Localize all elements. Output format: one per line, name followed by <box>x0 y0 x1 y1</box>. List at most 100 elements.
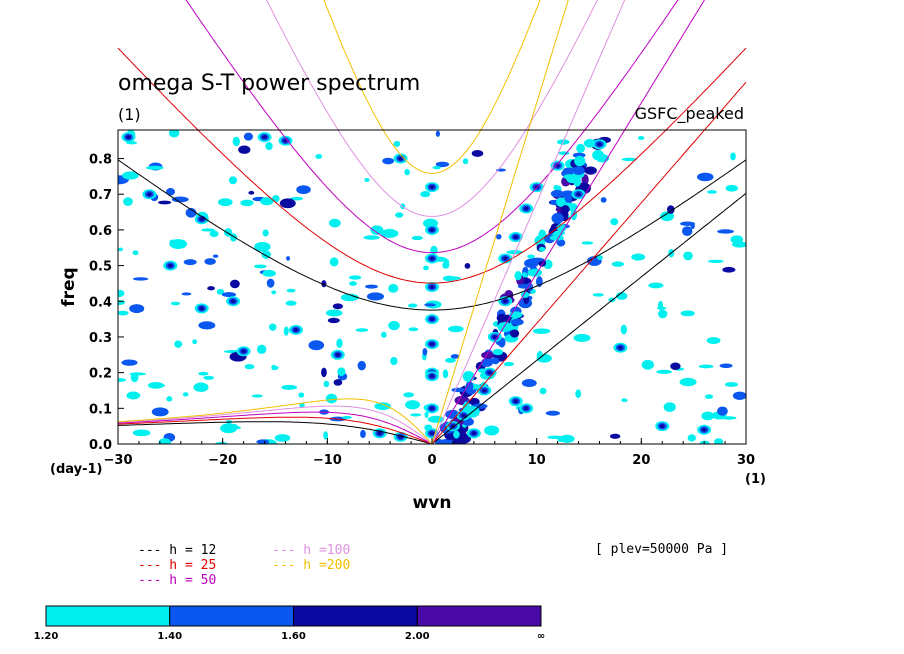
x-tick-label: −10 <box>313 453 342 468</box>
colorbar-label: ∞ <box>537 631 545 642</box>
contour-blob <box>198 371 209 376</box>
contour-blob <box>615 292 628 300</box>
contour-blob <box>621 157 637 162</box>
contour-blob <box>132 277 149 281</box>
contour-blob <box>171 196 189 203</box>
contour-blob <box>491 357 500 365</box>
contour-blob <box>268 323 277 331</box>
contour-blob <box>286 256 291 261</box>
contour-blob <box>403 392 414 398</box>
contour-blob <box>724 382 739 387</box>
contour-blob <box>497 321 513 333</box>
power-peak <box>460 413 466 418</box>
y-tick-label: 0.8 <box>89 153 112 168</box>
contour-blob <box>687 434 696 442</box>
contour-blob <box>157 200 172 205</box>
contour-blob <box>468 397 480 406</box>
contour-blob <box>166 396 173 402</box>
y-tick-label: 0.4 <box>89 295 112 310</box>
power-peak <box>429 406 435 411</box>
contour-blob <box>442 369 449 379</box>
power-peak <box>398 156 404 161</box>
contour-blob <box>256 439 270 444</box>
colorbar-swatch <box>45 605 171 627</box>
y-tick-label: 0.1 <box>89 402 112 417</box>
contour-blob <box>340 293 359 302</box>
power-peak <box>523 206 529 211</box>
contour-blob <box>337 367 346 376</box>
colorbar-swatch <box>293 605 418 627</box>
contour-blob <box>271 290 277 295</box>
chart-subtitle-right: GSFC_peaked <box>635 104 744 124</box>
contour-blob <box>395 212 404 218</box>
contour-blob <box>118 378 127 382</box>
contour-blob <box>221 292 237 298</box>
contour-blob <box>232 136 240 147</box>
dispersion-curve <box>431 0 626 445</box>
contour-blob <box>527 268 543 277</box>
contour-blob <box>341 415 352 419</box>
contour-blob <box>706 337 721 345</box>
contour-blob <box>609 433 621 439</box>
contour-blob <box>254 242 271 252</box>
dispersion-curves <box>117 0 747 445</box>
contour-blob <box>631 253 646 261</box>
legend-entry: --- h =200 <box>272 558 350 573</box>
contour-blob <box>328 218 341 228</box>
contour-blob <box>707 190 717 194</box>
x-tick-label: 0 <box>427 453 436 468</box>
contour-blob <box>701 411 715 421</box>
contour-blob <box>272 365 279 370</box>
contour-blob <box>575 389 582 399</box>
legend: --- h = 12--- h = 25--- h = 50 --- h =100… <box>138 543 350 588</box>
contour-blob <box>443 276 462 280</box>
contour-blob <box>228 176 238 185</box>
power-peak <box>429 285 435 289</box>
contour-blob <box>450 354 460 359</box>
dispersion-curve <box>323 0 541 174</box>
contour-blob <box>151 407 169 417</box>
contour-blob <box>680 310 695 317</box>
contour-blob <box>484 425 500 436</box>
x-tick-label: 20 <box>632 453 650 468</box>
dispersion-curve <box>117 398 433 445</box>
dispersion-curve <box>117 411 433 445</box>
contour-blob <box>266 278 275 288</box>
contour-blob <box>286 288 296 293</box>
contour-blob <box>181 292 192 296</box>
contour-blob <box>198 321 216 330</box>
contour-blob <box>509 329 520 338</box>
y-unit-label: (day-1) <box>50 462 102 477</box>
contour-blob <box>658 309 668 319</box>
contour-blob <box>243 132 254 141</box>
contour-blob <box>357 360 366 371</box>
power-peak <box>502 256 508 261</box>
contour-blob <box>683 251 693 261</box>
contour-blob <box>323 431 329 440</box>
y-tick-label: 0.5 <box>89 260 112 275</box>
contour-blob <box>146 165 164 170</box>
contour-blob <box>370 225 384 236</box>
contour-blob <box>574 155 586 167</box>
contour-blob <box>422 347 428 356</box>
contour-blob <box>637 136 645 140</box>
contour-blob <box>363 235 380 240</box>
contour-blob <box>168 130 180 138</box>
contour-blob <box>325 309 343 317</box>
power-peak <box>523 406 529 411</box>
contour-blob <box>611 261 625 267</box>
contour-blob <box>556 239 566 247</box>
chart-title: omega S-T power spectrum <box>118 71 420 96</box>
power-peak <box>576 192 582 197</box>
contour-blob <box>408 303 418 308</box>
legend-entry: --- h =100 <box>272 543 350 558</box>
contour-blob <box>388 320 400 331</box>
contour-blob <box>265 142 273 151</box>
contour-blob <box>364 177 370 182</box>
contour-blob <box>697 172 714 182</box>
contour-blob <box>698 364 714 369</box>
contour-blob <box>730 235 744 244</box>
contour-blob <box>462 158 469 165</box>
contour-blob <box>323 380 330 388</box>
y-tick-label: 0.6 <box>89 224 112 239</box>
